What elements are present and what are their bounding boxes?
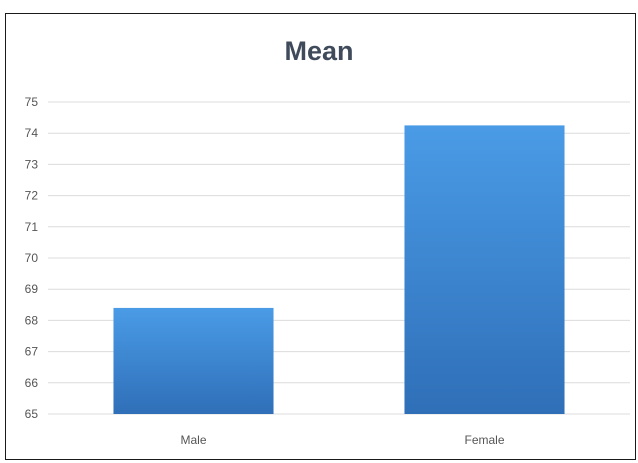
chart-title: Mean xyxy=(284,36,354,66)
bars xyxy=(113,125,565,415)
y-tick-label: 68 xyxy=(25,313,39,327)
y-tick-label: 67 xyxy=(25,345,39,359)
y-tick-label: 65 xyxy=(25,407,39,421)
y-tick-label: 72 xyxy=(25,189,39,203)
bar-female xyxy=(404,125,565,415)
y-axis-tick-labels: 65 66 67 68 69 70 71 72 73 74 75 xyxy=(25,95,39,421)
x-category-label: Male xyxy=(180,433,206,447)
x-category-label: Female xyxy=(464,433,504,447)
bar-male xyxy=(113,307,274,414)
y-tick-label: 66 xyxy=(25,376,39,390)
y-tick-label: 73 xyxy=(25,157,39,171)
y-tick-label: 69 xyxy=(25,282,39,296)
y-tick-label: 75 xyxy=(25,95,39,109)
y-tick-label: 74 xyxy=(25,126,39,140)
x-axis-category-labels: Male Female xyxy=(180,433,504,447)
y-tick-label: 71 xyxy=(25,220,39,234)
y-tick-label: 70 xyxy=(25,251,39,265)
